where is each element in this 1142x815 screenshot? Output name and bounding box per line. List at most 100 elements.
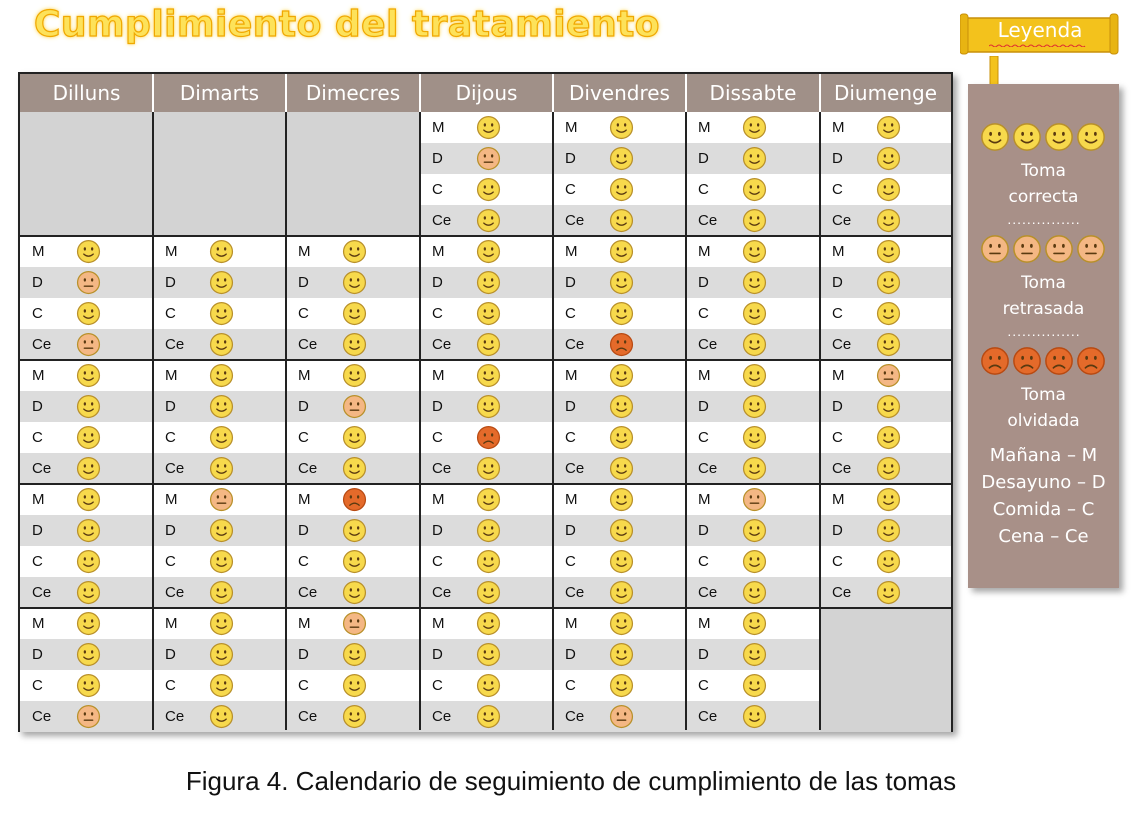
- happy-face-icon: [342, 549, 367, 574]
- happy-face-icon: [342, 456, 367, 481]
- dose-row: C: [20, 546, 153, 577]
- dose-row: Ce: [286, 701, 420, 732]
- dose-row: C: [686, 174, 820, 205]
- dose-row: M: [153, 360, 286, 391]
- happy-face-icon: [609, 456, 634, 481]
- meal-label: Ce: [165, 708, 185, 725]
- legend-dotted-divider: ...............: [1007, 323, 1081, 339]
- meal-label: C: [698, 429, 709, 446]
- neutral-face-icon: [1045, 235, 1073, 263]
- meal-label: D: [432, 398, 443, 415]
- happy-face-icon: [742, 270, 767, 295]
- meal-label: D: [565, 274, 576, 291]
- week-divider: [20, 359, 951, 361]
- happy-face-icon: [209, 611, 234, 636]
- meal-label: C: [432, 553, 443, 570]
- meal-label: C: [165, 553, 176, 570]
- happy-face-icon: [876, 177, 901, 202]
- meal-label: M: [565, 367, 578, 384]
- dose-row: M: [286, 484, 420, 515]
- day-divider: [152, 112, 154, 730]
- dose-row: D: [820, 143, 951, 174]
- happy-face-icon: [609, 115, 634, 140]
- meal-label: D: [698, 398, 709, 415]
- meal-label: D: [698, 522, 709, 539]
- dose-row: Ce: [820, 329, 951, 360]
- happy-face-icon: [209, 549, 234, 574]
- meal-label: M: [165, 491, 178, 508]
- dose-row: M: [686, 236, 820, 267]
- happy-face-icon: [476, 611, 501, 636]
- happy-face-icon: [476, 518, 501, 543]
- meal-label: C: [298, 677, 309, 694]
- meal-label: Ce: [432, 708, 452, 725]
- happy-face-icon: [209, 394, 234, 419]
- neutral-face-icon: [342, 611, 367, 636]
- happy-face-icon: [876, 115, 901, 140]
- meal-label: C: [432, 677, 443, 694]
- happy-face-icon: [876, 456, 901, 481]
- dose-row: C: [553, 298, 686, 329]
- dose-row: D: [820, 391, 951, 422]
- happy-face-icon: [609, 270, 634, 295]
- header-separator: [552, 74, 554, 112]
- dose-row: C: [820, 298, 951, 329]
- dose-row: D: [420, 515, 553, 546]
- neutral-face-icon: [76, 332, 101, 357]
- dose-row: C: [820, 174, 951, 205]
- day-header: Dissabte: [709, 81, 797, 105]
- legend-face-row: [980, 346, 1110, 376]
- dose-row: M: [286, 236, 420, 267]
- meal-label: Ce: [565, 460, 585, 477]
- dose-row: M: [286, 360, 420, 391]
- meal-label: C: [32, 305, 43, 322]
- happy-face-icon: [742, 177, 767, 202]
- meal-label: Ce: [698, 460, 718, 477]
- happy-face-icon: [342, 332, 367, 357]
- happy-face-icon: [342, 270, 367, 295]
- happy-face-icon: [76, 363, 101, 388]
- happy-face-icon: [981, 123, 1009, 151]
- dose-row: C: [686, 298, 820, 329]
- happy-face-icon: [742, 456, 767, 481]
- happy-face-icon: [876, 549, 901, 574]
- meal-label: D: [165, 274, 176, 291]
- meal-label: Ce: [698, 336, 718, 353]
- dose-row: Ce: [553, 453, 686, 484]
- calendar-grid: M D C Ce M D C Ce M D C Ce M D C Ce M D C Ce M D C Ce M D C Ce M D C Ce…: [20, 112, 951, 732]
- happy-face-icon: [876, 518, 901, 543]
- meal-label: C: [565, 553, 576, 570]
- empty-day-cell: [20, 112, 153, 236]
- day-divider: [285, 112, 287, 730]
- happy-face-icon: [209, 580, 234, 605]
- neutral-face-icon: [76, 704, 101, 729]
- legend-abbreviation: Comida – C: [992, 499, 1095, 520]
- happy-face-icon: [76, 301, 101, 326]
- meal-label: Ce: [165, 460, 185, 477]
- happy-face-icon: [876, 332, 901, 357]
- dose-row: D: [686, 391, 820, 422]
- header-separator: [819, 74, 821, 112]
- legend-label-line1: Toma: [1021, 385, 1066, 405]
- dose-row: C: [553, 174, 686, 205]
- dose-row: C: [420, 422, 553, 453]
- happy-face-icon: [209, 332, 234, 357]
- happy-face-icon: [476, 177, 501, 202]
- legend-abbreviation: Desayuno – D: [981, 472, 1106, 493]
- dose-row: M: [820, 236, 951, 267]
- dose-row: D: [20, 267, 153, 298]
- dose-row: C: [820, 422, 951, 453]
- meal-label: D: [298, 398, 309, 415]
- meal-label: C: [298, 553, 309, 570]
- legend-label-line2: correcta: [1008, 187, 1079, 207]
- happy-face-icon: [609, 177, 634, 202]
- meal-label: C: [165, 677, 176, 694]
- legend-label-line2: retrasada: [1002, 299, 1085, 319]
- meal-label: D: [298, 646, 309, 663]
- happy-face-icon: [742, 239, 767, 264]
- meal-label: D: [32, 398, 43, 415]
- meal-label: M: [165, 615, 178, 632]
- happy-face-icon: [209, 518, 234, 543]
- happy-face-icon: [209, 239, 234, 264]
- dose-row: C: [286, 298, 420, 329]
